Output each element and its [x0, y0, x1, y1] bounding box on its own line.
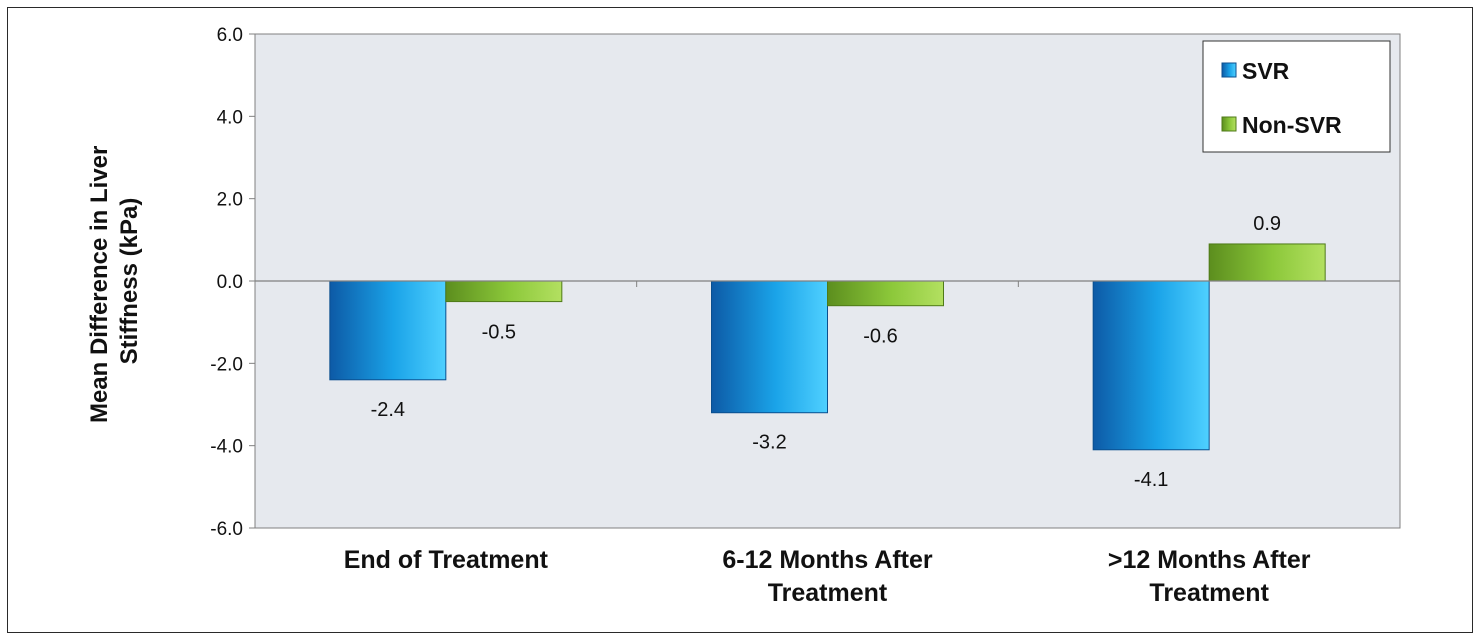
legend-box — [1202, 40, 1391, 153]
y-tick-label: -2.0 — [210, 354, 243, 375]
legend-swatch-svr — [1221, 62, 1237, 78]
data-label-non-svr: -0.6 — [863, 326, 897, 348]
y-axis-title-line-1: Mean Difference in Liver — [86, 146, 113, 423]
y-tick-label: -4.0 — [210, 437, 243, 458]
figure-frame — [7, 7, 1473, 633]
bar-non-svr — [445, 280, 563, 303]
y-tick-label: -6.0 — [210, 519, 243, 540]
data-label-non-svr: 0.9 — [1253, 213, 1281, 235]
legend: SVR Non-SVR — [1202, 40, 1391, 153]
bars-group — [329, 243, 1326, 451]
legend-label-non-svr: Non-SVR — [1242, 112, 1342, 138]
y-tick-label: 2.0 — [217, 190, 243, 211]
bar-svr — [711, 280, 828, 414]
value-labels-group: -2.4 -0.5 -3.2 -0.6 -4.1 0.9 — [371, 213, 1281, 491]
bar-non-svr — [1208, 243, 1326, 282]
y-axis-ticks: 6.0 4.0 2.0 0.0 -2.0 -4.0 -6.0 — [210, 25, 255, 540]
data-label-svr: -2.4 — [371, 399, 405, 421]
category-label: >12 Months After Treatment — [1108, 546, 1311, 607]
y-axis-title-line-2: Stiffness (kPa) — [116, 198, 143, 365]
bar-svr — [329, 280, 447, 381]
category-labels-group: End of Treatment 6-12 Months After Treatme… — [344, 546, 1311, 607]
y-axis-title: Mean Difference in Liver Stiffness (kPa) — [86, 139, 143, 423]
bar-svr — [1092, 280, 1210, 451]
legend-label-svr: SVR — [1242, 58, 1290, 84]
y-tick-label: 6.0 — [217, 25, 243, 46]
category-label: 6-12 Months After Treatment — [722, 546, 932, 607]
x-axis-ticks — [636, 281, 1019, 287]
category-label-line: Treatment — [1149, 579, 1269, 607]
data-label-svr: -3.2 — [752, 432, 786, 454]
category-label-line: End of Treatment — [344, 546, 549, 574]
data-label-svr: -4.1 — [1134, 469, 1168, 491]
y-tick-label: 0.0 — [217, 272, 243, 293]
data-label-non-svr: -0.5 — [482, 322, 516, 344]
category-label-line: >12 Months After — [1108, 546, 1311, 574]
category-label-line: 6-12 Months After — [722, 546, 932, 574]
legend-swatch-non-svr — [1221, 116, 1237, 132]
y-tick-label: 4.0 — [217, 107, 243, 128]
category-label: End of Treatment — [344, 546, 549, 574]
bar-non-svr — [827, 280, 944, 307]
category-label-line: Treatment — [768, 579, 888, 607]
